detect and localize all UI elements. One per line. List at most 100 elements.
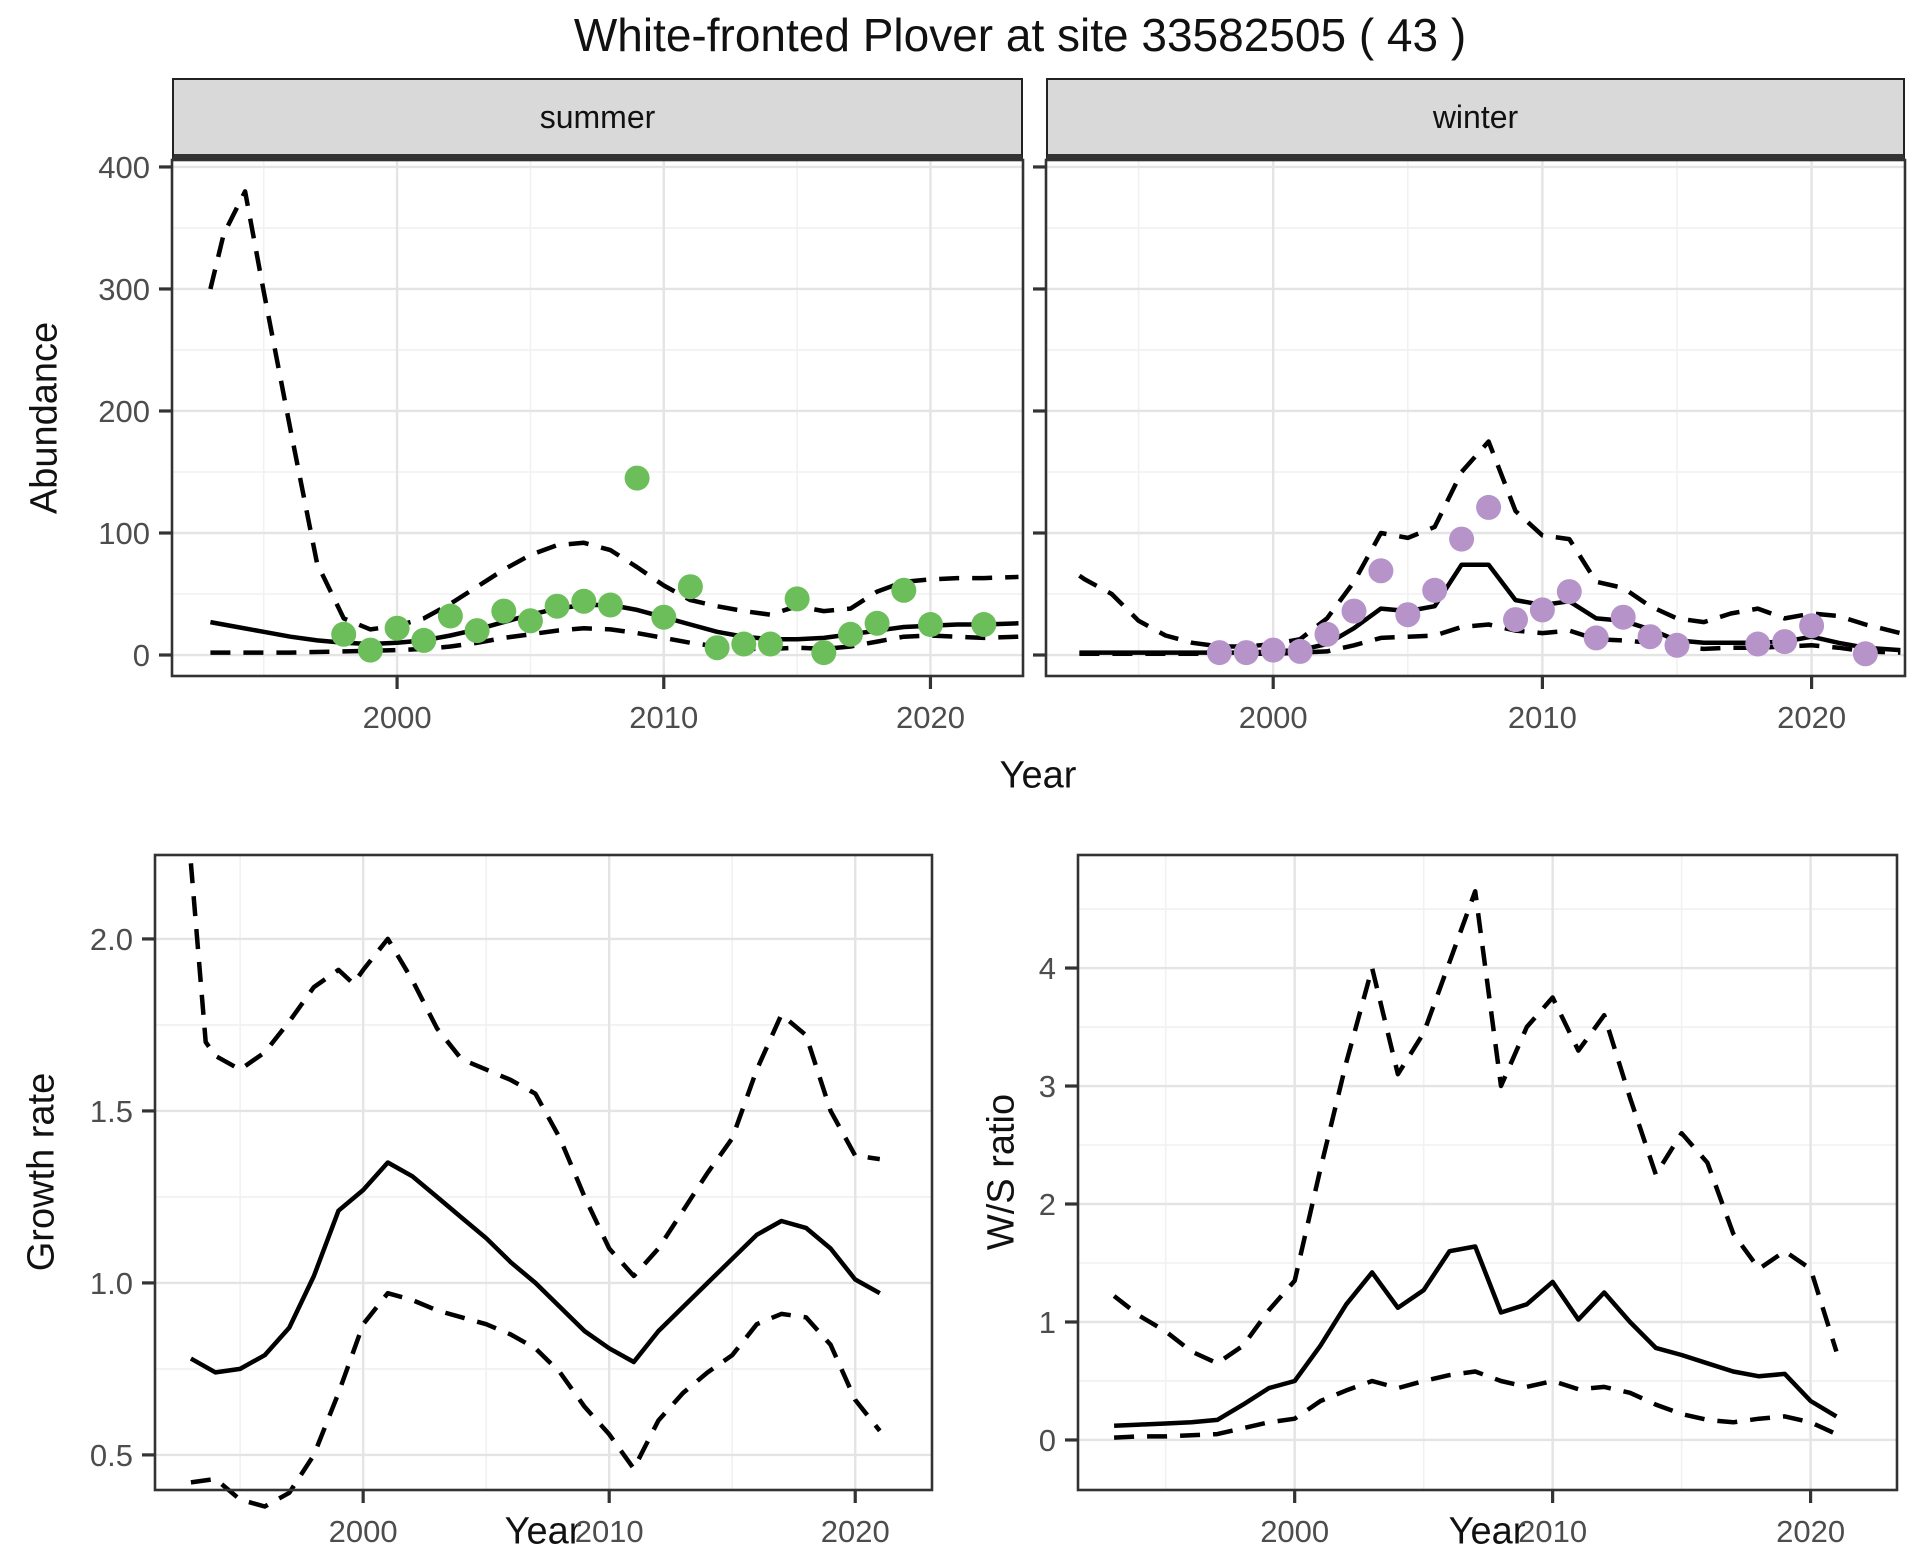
year-axis-label-growth: Year (504, 1510, 582, 1553)
y-tick-label: 0 (1039, 1423, 1056, 1458)
data-point (1233, 640, 1259, 666)
data-point (1395, 602, 1421, 628)
x-tick-label: 2010 (1518, 1514, 1587, 1549)
data-point (1852, 641, 1878, 667)
data-point (1206, 640, 1232, 666)
chart-title: White-fronted Plover at site 33582505 ( … (573, 9, 1467, 61)
panel-background (1078, 855, 1897, 1490)
y-tick-label: 2.0 (90, 922, 133, 957)
data-point (677, 574, 703, 600)
data-point (1260, 637, 1286, 663)
data-point (864, 610, 890, 636)
x-tick-label: 2020 (896, 700, 965, 735)
x-tick-label: 2010 (629, 700, 698, 735)
ci-line (1112, 889, 1839, 1366)
panel-abundance_winter: 2000 2010 2020 (1033, 158, 1907, 735)
panel-border (1076, 853, 1899, 1492)
data-point (1449, 526, 1475, 552)
year-axis-label-ws: Year (1448, 1510, 1526, 1553)
panel-abundance_summer: 2000 2010 2020 0 100 200 300 400 (98, 150, 1025, 735)
y-tick-label: 100 (98, 516, 150, 551)
facet-label-winter: winter (1432, 98, 1519, 135)
ci-line (210, 625, 1019, 655)
data-point (1610, 604, 1636, 630)
y-tick-label: 1 (1039, 1305, 1056, 1340)
y-tick-label: 3 (1039, 1069, 1056, 1104)
data-point (517, 608, 543, 634)
data-point (1287, 638, 1313, 664)
data-point (384, 615, 410, 641)
data-point (1341, 598, 1367, 624)
data-point (357, 637, 383, 663)
y-tick-label: 4 (1039, 951, 1056, 986)
panel-growth_rate: 2000 2010 2020 0.5 1.0 1.5 2.0 (90, 853, 934, 1549)
x-tick-label: 2010 (1508, 700, 1577, 735)
data-point (437, 603, 463, 629)
data-point (1745, 631, 1771, 657)
data-point (731, 631, 757, 657)
ci-line (190, 1290, 882, 1509)
panel-ws_ratio: 2000 2010 2020 0 1 2 3 4 (1039, 853, 1899, 1549)
panel-background (1046, 160, 1905, 676)
panel-border (153, 853, 934, 1492)
data-point (757, 631, 783, 657)
facet-label-summer: summer (539, 98, 656, 135)
ci-line (188, 863, 881, 1279)
data-point (331, 621, 357, 647)
y-tick-label: 200 (98, 394, 150, 429)
data-point (624, 465, 650, 491)
data-point (838, 621, 863, 647)
data-point (571, 588, 597, 614)
ci-line (1113, 1369, 1838, 1440)
data-point (1637, 624, 1663, 650)
x-tick-label: 2010 (575, 1514, 644, 1549)
x-tick-label: 2000 (1260, 1514, 1329, 1549)
data-point (811, 640, 837, 666)
data-point (1368, 558, 1394, 584)
data-point (1772, 629, 1798, 655)
y-tick-label: 400 (98, 150, 150, 185)
x-tick-label: 2000 (329, 1514, 398, 1549)
panel-border (1044, 158, 1907, 678)
data-point (1664, 632, 1690, 658)
data-point (1583, 625, 1609, 651)
data-point (918, 612, 943, 637)
data-point (1503, 607, 1528, 633)
data-point (1476, 494, 1502, 520)
facet-strip-winter: winter (1046, 78, 1905, 160)
y-tick-label: 1.0 (90, 1266, 133, 1301)
y-tick-label: 300 (98, 272, 150, 307)
data-point (1556, 579, 1582, 605)
x-tick-label: 2020 (1776, 1514, 1845, 1549)
panel-background (155, 855, 932, 1490)
ci-line (1078, 439, 1901, 649)
mean-line (1113, 1244, 1838, 1429)
x-tick-label: 2000 (363, 700, 432, 735)
data-point (1314, 621, 1340, 647)
y-tick-label: 0 (133, 638, 150, 673)
facet-strip-summer: summer (172, 78, 1023, 160)
data-point (1422, 577, 1448, 603)
data-point (597, 592, 623, 618)
x-tick-label: 2000 (1239, 700, 1308, 735)
data-point (891, 577, 917, 603)
panel-border (170, 158, 1025, 678)
data-point (464, 618, 490, 644)
data-point (491, 598, 517, 624)
y-tick-label: 0.5 (90, 1438, 133, 1473)
data-point (411, 627, 437, 653)
y-tick-label: 2 (1039, 1187, 1056, 1222)
data-point (544, 593, 570, 619)
data-point (1529, 597, 1555, 623)
data-point (651, 604, 677, 630)
data-point (784, 586, 810, 612)
y-tick-label: 1.5 (90, 1094, 133, 1129)
mean-line (189, 1160, 881, 1375)
data-point (1799, 613, 1825, 639)
x-tick-label: 2020 (1777, 700, 1846, 735)
data-point (704, 635, 730, 661)
data-point (971, 612, 997, 637)
year-axis-label-top: Year (999, 754, 1077, 797)
x-tick-label: 2020 (821, 1514, 890, 1549)
